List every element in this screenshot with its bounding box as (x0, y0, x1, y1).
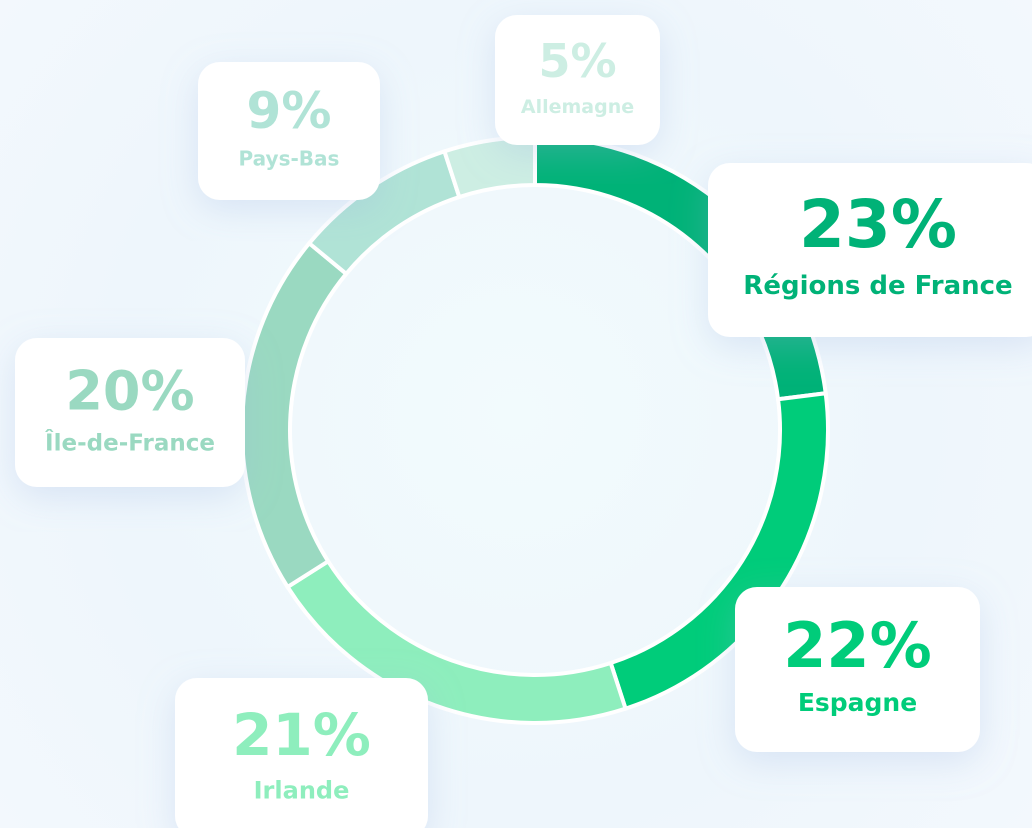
percent-label: 21% (232, 701, 371, 769)
donut (240, 134, 830, 725)
percent-label: 5% (538, 34, 616, 88)
category-label: Régions de France (743, 271, 1012, 301)
slice (441, 134, 537, 200)
percent-label: 22% (783, 609, 931, 682)
label-card (198, 62, 380, 200)
label-card (15, 338, 245, 487)
percent-label: 20% (65, 359, 194, 422)
labels: 23% Régions de France 22% Espagne 21% Irlande… (15, 15, 1032, 828)
slice (240, 240, 350, 590)
percent-label: 23% (799, 186, 957, 263)
label-card (495, 15, 660, 145)
category-label: Pays-Bas (239, 146, 340, 170)
percent-label: 9% (247, 82, 332, 140)
category-label: Irlande (254, 777, 350, 805)
label-card (735, 587, 980, 752)
category-label: Île-de-France (45, 428, 215, 456)
label-card (708, 163, 1032, 337)
category-label: Allemagne (521, 96, 634, 118)
label-card (175, 678, 428, 828)
category-label: Espagne (798, 688, 917, 717)
